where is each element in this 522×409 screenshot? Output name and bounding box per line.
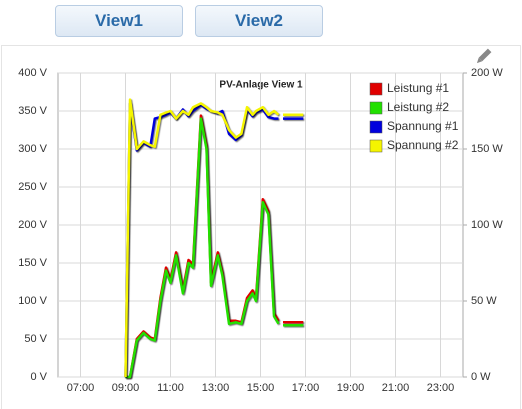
y-tick-label: 250 V bbox=[18, 181, 47, 193]
chart-panel bbox=[1, 45, 521, 409]
y2-tick-label: 100 W bbox=[471, 219, 503, 231]
x-tick-label: 21:00 bbox=[382, 382, 410, 394]
edit-icon[interactable] bbox=[475, 48, 492, 65]
series-line bbox=[125, 117, 304, 379]
legend-label: Leistung #2 bbox=[387, 100, 449, 114]
chart-title: PV-Anlage View 1 bbox=[219, 80, 303, 91]
legend-swatch bbox=[369, 82, 383, 96]
view-button[interactable]: View1 bbox=[55, 5, 183, 37]
y-tick-label: 50 V bbox=[24, 333, 47, 345]
y2-tick-label: 200 W bbox=[471, 67, 503, 79]
x-tick-label: 09:00 bbox=[112, 382, 140, 394]
y-tick-label: 400 V bbox=[18, 67, 47, 79]
series-line bbox=[125, 114, 304, 379]
series-line bbox=[124, 102, 304, 378]
y2-tick-label: 0 W bbox=[471, 371, 491, 383]
x-tick-label: 17:00 bbox=[292, 382, 320, 394]
legend-label: Spannung #1 bbox=[387, 119, 459, 133]
view-button[interactable]: View2 bbox=[195, 5, 323, 37]
legend-label: Spannung #2 bbox=[387, 138, 459, 152]
x-tick-label: 07:00 bbox=[67, 382, 95, 394]
y-tick-label: 300 V bbox=[18, 143, 47, 155]
legend-swatch bbox=[369, 139, 383, 153]
series-line bbox=[124, 98, 304, 378]
x-tick-label: 15:00 bbox=[247, 382, 275, 394]
x-tick-label: 19:00 bbox=[337, 382, 365, 394]
y-tick-label: 350 V bbox=[18, 105, 47, 117]
y2-tick-label: 50 W bbox=[471, 295, 497, 307]
legend-label: Leistung #1 bbox=[387, 81, 449, 95]
y2-tick-label: 150 W bbox=[471, 143, 503, 155]
legend-swatch bbox=[369, 101, 383, 115]
x-tick-label: 11:00 bbox=[157, 382, 184, 394]
y-tick-label: 0 V bbox=[30, 371, 47, 383]
x-tick-label: 13:00 bbox=[202, 382, 230, 394]
legend-swatch bbox=[369, 120, 383, 134]
y-tick-label: 150 V bbox=[18, 257, 47, 269]
grid bbox=[57, 72, 467, 378]
x-tick-label: 23:00 bbox=[427, 382, 455, 394]
y-tick-label: 200 V bbox=[18, 219, 47, 231]
y-tick-label: 100 V bbox=[18, 295, 47, 307]
